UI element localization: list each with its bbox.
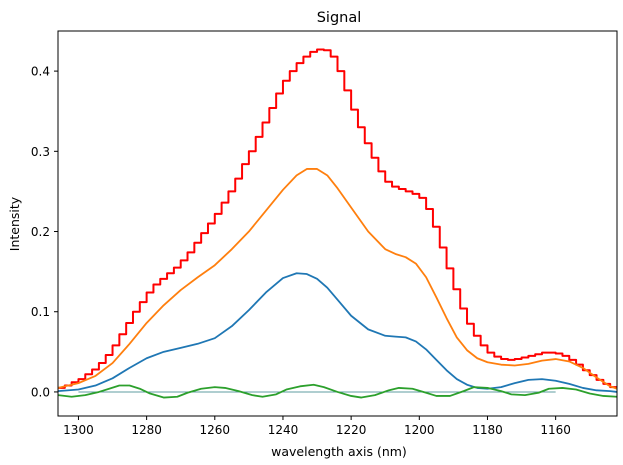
y-axis-label: Intensity xyxy=(7,196,22,251)
x-tick-label: 1220 xyxy=(336,423,367,437)
x-tick-label: 1200 xyxy=(404,423,435,437)
y-tick-label: 0.2 xyxy=(31,225,50,239)
y-tick-label: 0.1 xyxy=(31,305,50,319)
series-line-4 xyxy=(58,383,617,399)
series-line-3 xyxy=(58,272,617,393)
y-tick-label: 0.3 xyxy=(31,145,50,159)
series-line-2 xyxy=(58,168,617,390)
x-axis-label: wavelength axis (nm) xyxy=(271,444,407,459)
series-line-1 xyxy=(58,48,617,389)
y-tick-label: 0.4 xyxy=(31,65,50,79)
plot-frame xyxy=(57,30,618,417)
x-tick-label: 1260 xyxy=(200,423,231,437)
plot-area xyxy=(58,48,617,399)
x-tick-label: 1180 xyxy=(472,423,503,437)
x-tick-label: 1240 xyxy=(268,423,299,437)
x-tick-label: 1280 xyxy=(131,423,162,437)
x-tick-label: 1300 xyxy=(63,423,94,437)
chart-title: Signal xyxy=(317,10,362,26)
series-group xyxy=(58,48,617,399)
axes: 1300 1280 1260 1240 1220 1200 1180 1160 0.0 0.1 0.… xyxy=(31,30,618,437)
x-tick-label: 1160 xyxy=(540,423,571,437)
y-tick-label: 0.0 xyxy=(31,385,50,399)
